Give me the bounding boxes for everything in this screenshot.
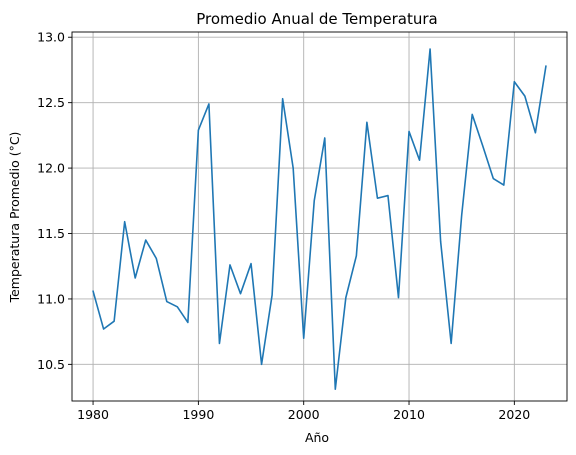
- x-axis-label: Año: [305, 430, 329, 445]
- y-tick-label: 11.0: [37, 291, 65, 306]
- x-tick-label: 2000: [288, 407, 320, 422]
- x-tick-label: 2020: [498, 407, 530, 422]
- x-tick-label: 1990: [182, 407, 214, 422]
- y-axis-label: Temperatura Promedio (°C): [7, 132, 22, 304]
- axis-ticks: 1980 1990 2000 2010 2020 10.5 11.0 11.5 12.0 12.5…: [37, 30, 530, 422]
- x-tick-label: 2010: [393, 407, 425, 422]
- series-layer: [92, 48, 547, 391]
- y-tick-label: 10.5: [37, 357, 65, 372]
- temperature-series-line: [92, 48, 547, 391]
- y-tick-label: 12.0: [37, 161, 65, 176]
- y-tick-label: 11.5: [37, 226, 65, 241]
- chart-title: Promedio Anual de Temperatura: [196, 10, 438, 28]
- x-tick-label: 1980: [77, 407, 109, 422]
- plot-frame: [71, 31, 568, 402]
- y-tick-label: 12.5: [37, 95, 65, 110]
- y-tick-label: 13.0: [37, 30, 65, 45]
